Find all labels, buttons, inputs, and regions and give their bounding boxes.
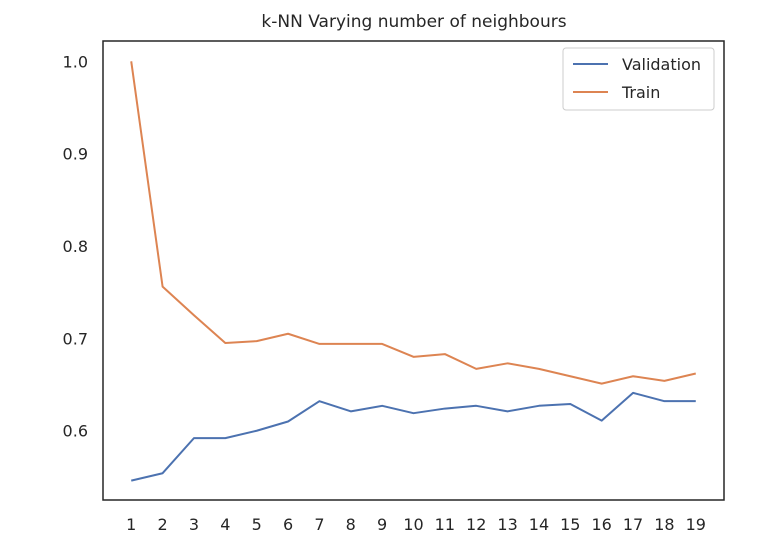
legend-label-validation: Validation xyxy=(622,55,701,74)
series-lines xyxy=(130,61,696,482)
legend-label-train: Train xyxy=(621,83,660,102)
y-tick-label: 1.0 xyxy=(63,52,88,71)
x-tick-label: 17 xyxy=(623,515,643,534)
plot-frame xyxy=(102,40,725,501)
x-axis-ticks: 1 2 3 4 5 6 7 8 9 10 11 12 13 14 15 16 17 18 19 xyxy=(126,515,706,534)
y-axis-ticks: 0.6 0.7 0.8 0.9 1.0 xyxy=(63,52,88,440)
y-tick-label: 0.7 xyxy=(63,329,88,348)
x-tick-label: 3 xyxy=(189,515,199,534)
chart-title: k-NN Varying number of neighbours xyxy=(261,12,566,32)
legend: Validation Train xyxy=(562,47,715,111)
x-tick-label: 6 xyxy=(283,515,293,534)
x-tick-label: 7 xyxy=(314,515,324,534)
series-line-validation xyxy=(131,391,696,482)
y-tick-label: 0.6 xyxy=(63,422,88,441)
x-tick-label: 9 xyxy=(377,515,387,534)
x-tick-label: 16 xyxy=(592,515,612,534)
y-tick-label: 0.8 xyxy=(63,237,88,256)
series-line-train xyxy=(130,61,696,385)
x-tick-label: 12 xyxy=(466,515,486,534)
y-tick-label: 0.9 xyxy=(63,145,88,164)
x-tick-label: 4 xyxy=(220,515,230,534)
x-tick-label: 10 xyxy=(403,515,423,534)
x-tick-label: 14 xyxy=(529,515,549,534)
x-tick-label: 8 xyxy=(346,515,356,534)
x-tick-label: 18 xyxy=(654,515,674,534)
x-tick-label: 1 xyxy=(126,515,136,534)
x-tick-label: 2 xyxy=(157,515,167,534)
x-tick-label: 15 xyxy=(560,515,580,534)
x-tick-label: 11 xyxy=(435,515,455,534)
x-tick-label: 13 xyxy=(497,515,517,534)
x-tick-label: 19 xyxy=(686,515,706,534)
x-tick-label: 5 xyxy=(252,515,262,534)
